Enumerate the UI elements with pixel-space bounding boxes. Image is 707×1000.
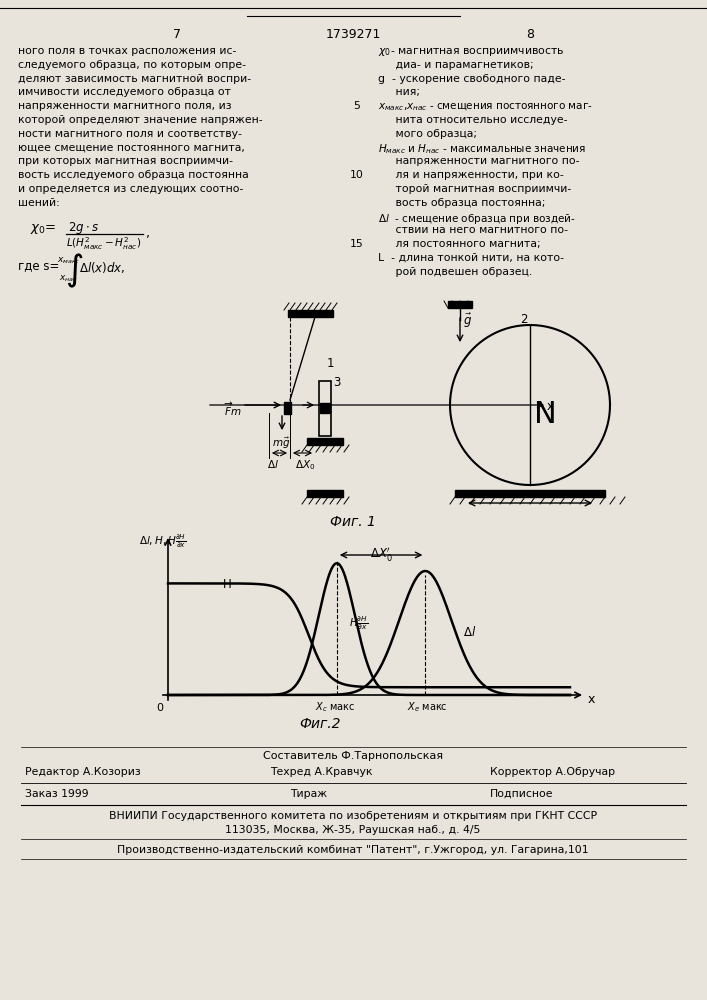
Text: диа- и парамагнетиков;: диа- и парамагнетиков; bbox=[378, 60, 534, 70]
Text: мого образца;: мого образца; bbox=[378, 129, 477, 139]
Text: $\Delta l$: $\Delta l$ bbox=[463, 625, 477, 639]
Text: ля постоянного магнита;: ля постоянного магнита; bbox=[378, 239, 541, 249]
Text: при которых магнитная восприимчи-: при которых магнитная восприимчи- bbox=[18, 156, 233, 166]
Text: 1739271: 1739271 bbox=[325, 28, 380, 41]
Text: 2: 2 bbox=[520, 313, 527, 326]
Text: ля и напряженности, при ко-: ля и напряженности, при ко- bbox=[378, 170, 563, 180]
Text: Подписное: Подписное bbox=[490, 789, 554, 799]
Text: 15: 15 bbox=[350, 239, 364, 249]
Text: $2g \cdot s$: $2g \cdot s$ bbox=[68, 220, 99, 236]
Text: $X_c$ макс: $X_c$ макс bbox=[315, 700, 355, 714]
Text: g  - ускорение свободного паде-: g - ускорение свободного паде- bbox=[378, 74, 566, 84]
Text: 8: 8 bbox=[526, 28, 534, 41]
Text: Редактор А.Козориз: Редактор А.Козориз bbox=[25, 767, 141, 777]
Text: вость исследуемого образца постоянна: вость исследуемого образца постоянна bbox=[18, 170, 249, 180]
Text: x: x bbox=[547, 400, 554, 413]
Text: где s=: где s= bbox=[18, 260, 59, 273]
Text: L  - длина тонкой нити, на кото-: L - длина тонкой нити, на кото- bbox=[378, 253, 564, 263]
Text: $\chi_0$=: $\chi_0$= bbox=[30, 222, 57, 236]
Text: Производственно-издательский комбинат "Патент", г.Ужгород, ул. Гагарина,101: Производственно-издательский комбинат "П… bbox=[117, 845, 589, 855]
Text: $\Delta l$: $\Delta l$ bbox=[267, 458, 279, 470]
Text: $H\frac{\partial H}{\partial x}$: $H\frac{\partial H}{\partial x}$ bbox=[349, 614, 368, 632]
Bar bbox=[320, 403, 330, 413]
Text: 113035, Москва, Ж-35, Раушская наб., д. 4/5: 113035, Москва, Ж-35, Раушская наб., д. … bbox=[226, 825, 481, 835]
Text: ствии на него магнитного по-: ствии на него магнитного по- bbox=[378, 225, 568, 235]
Text: 3: 3 bbox=[333, 376, 340, 389]
Text: Тираж: Тираж bbox=[290, 789, 327, 799]
Bar bbox=[307, 438, 343, 445]
Text: N: N bbox=[534, 400, 556, 429]
Text: следуемого образца, по которым опре-: следуемого образца, по которым опре- bbox=[18, 60, 246, 70]
Text: $\Delta X_0$: $\Delta X_0$ bbox=[295, 458, 315, 472]
Text: $\Delta l$  - смещение образца при воздей-: $\Delta l$ - смещение образца при воздей… bbox=[378, 212, 575, 226]
Text: x: x bbox=[588, 693, 595, 706]
Text: нита относительно исследуе-: нита относительно исследуе- bbox=[378, 115, 568, 125]
Bar bbox=[284, 402, 291, 414]
Bar bbox=[307, 490, 343, 497]
Text: 1: 1 bbox=[327, 357, 334, 370]
Text: торой магнитная восприимчи-: торой магнитная восприимчи- bbox=[378, 184, 571, 194]
Text: $m\vec{g}$: $m\vec{g}$ bbox=[272, 436, 291, 451]
Text: ного поля в точках расположения ис-: ного поля в точках расположения ис- bbox=[18, 46, 236, 56]
Text: имчивости исследуемого образца от: имчивости исследуемого образца от bbox=[18, 87, 231, 97]
Text: вость образца постоянна;: вость образца постоянна; bbox=[378, 198, 545, 208]
Text: 10: 10 bbox=[350, 170, 364, 180]
Bar bbox=[448, 301, 472, 308]
Text: Фиг.2: Фиг.2 bbox=[299, 717, 341, 731]
Text: $L(H^2_{макс}-H^2_{нас})$: $L(H^2_{макс}-H^2_{нас})$ bbox=[66, 236, 141, 252]
Text: ющее смещение постоянного магнита,: ющее смещение постоянного магнита, bbox=[18, 143, 245, 153]
Text: $x_{нас}$: $x_{нас}$ bbox=[59, 274, 78, 284]
Text: $\overrightarrow{F}m$: $\overrightarrow{F}m$ bbox=[224, 400, 242, 418]
Text: и определяется из следующих соотно-: и определяется из следующих соотно- bbox=[18, 184, 243, 194]
Text: $\int$: $\int$ bbox=[65, 252, 83, 290]
Text: ,: , bbox=[146, 227, 150, 240]
Text: 5: 5 bbox=[354, 101, 361, 111]
Text: $x_{макс}$: $x_{макс}$ bbox=[57, 256, 81, 266]
Text: 7: 7 bbox=[173, 28, 181, 41]
Text: $\Delta X_0'$: $\Delta X_0'$ bbox=[370, 545, 392, 563]
Text: ности магнитного поля и соответству-: ности магнитного поля и соответству- bbox=[18, 129, 242, 139]
Text: которой определяют значение напряжен-: которой определяют значение напряжен- bbox=[18, 115, 262, 125]
Text: 0: 0 bbox=[156, 703, 163, 713]
Text: рой подвешен образец.: рой подвешен образец. bbox=[378, 267, 532, 277]
Bar bbox=[319, 381, 331, 436]
Text: Техред А.Кравчук: Техред А.Кравчук bbox=[270, 767, 373, 777]
Text: $\vec{g}$: $\vec{g}$ bbox=[463, 312, 472, 330]
Text: $X_e$ макс: $X_e$ макс bbox=[407, 700, 448, 714]
Text: $x_{макс}$,$x_{нас}$ - смещения постоянного маг-: $x_{макс}$,$x_{нас}$ - смещения постоянн… bbox=[378, 101, 592, 113]
Text: $\Delta l(x)dx,$: $\Delta l(x)dx,$ bbox=[79, 260, 125, 275]
Text: напряженности магнитного по-: напряженности магнитного по- bbox=[378, 156, 580, 166]
Text: Составитель Ф.Тарнопольская: Составитель Ф.Тарнопольская bbox=[263, 751, 443, 761]
Text: деляют зависимость магнитной воспри-: деляют зависимость магнитной воспри- bbox=[18, 74, 251, 84]
Text: $H_{макс}$ и $H_{нас}$ - максимальные значения: $H_{макс}$ и $H_{нас}$ - максимальные зн… bbox=[378, 143, 586, 156]
Text: Фиг. 1: Фиг. 1 bbox=[330, 515, 376, 529]
Text: шений:: шений: bbox=[18, 198, 60, 208]
Text: $\chi_0$- магнитная восприимчивость: $\chi_0$- магнитная восприимчивость bbox=[378, 46, 564, 58]
Text: Корректор А.Обручар: Корректор А.Обручар bbox=[490, 767, 615, 777]
Text: H: H bbox=[223, 578, 232, 591]
Text: Заказ 1999: Заказ 1999 bbox=[25, 789, 88, 799]
Text: напряженности магнитного поля, из: напряженности магнитного поля, из bbox=[18, 101, 231, 111]
Text: ния;: ния; bbox=[378, 87, 420, 97]
Text: $\Delta l,H,H\frac{\partial H}{\partial x}$: $\Delta l,H,H\frac{\partial H}{\partial … bbox=[139, 532, 187, 550]
Bar bbox=[288, 310, 333, 317]
Text: ВНИИПИ Государственного комитета по изобретениям и открытиям при ГКНТ СССР: ВНИИПИ Государственного комитета по изоб… bbox=[109, 811, 597, 821]
Bar bbox=[455, 490, 605, 497]
